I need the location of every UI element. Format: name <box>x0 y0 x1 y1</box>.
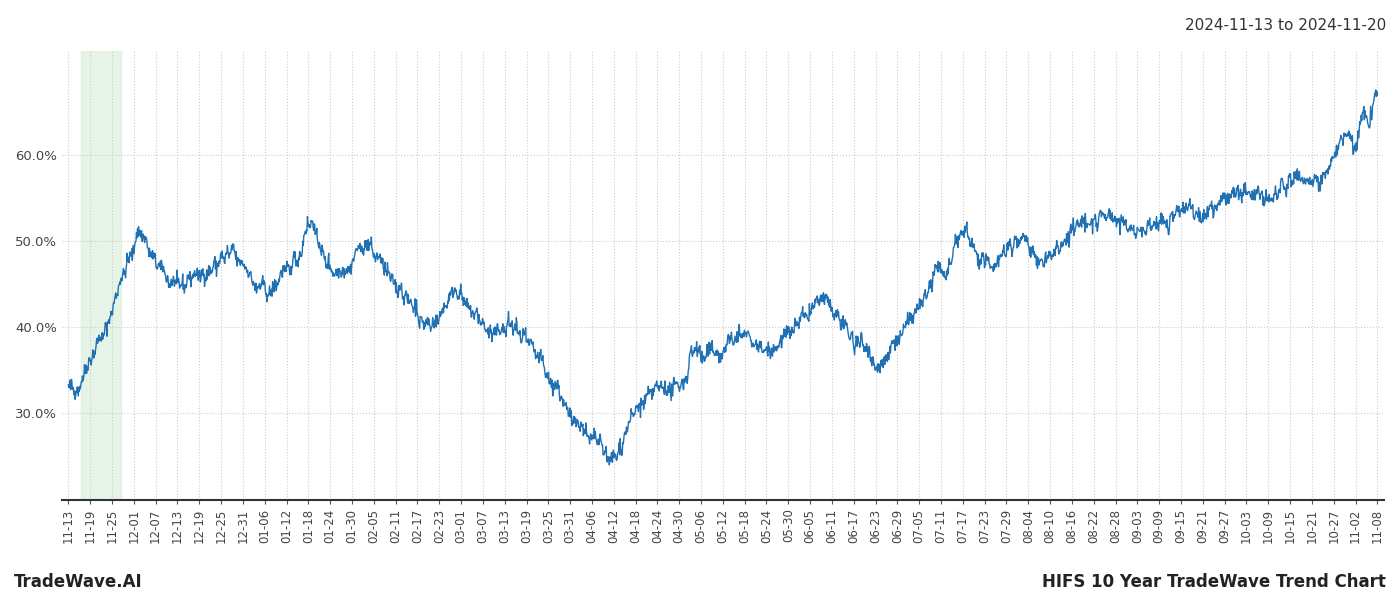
Text: TradeWave.AI: TradeWave.AI <box>14 573 143 591</box>
Text: 2024-11-13 to 2024-11-20: 2024-11-13 to 2024-11-20 <box>1184 18 1386 33</box>
Bar <box>81 51 120 500</box>
Text: HIFS 10 Year TradeWave Trend Chart: HIFS 10 Year TradeWave Trend Chart <box>1042 573 1386 591</box>
